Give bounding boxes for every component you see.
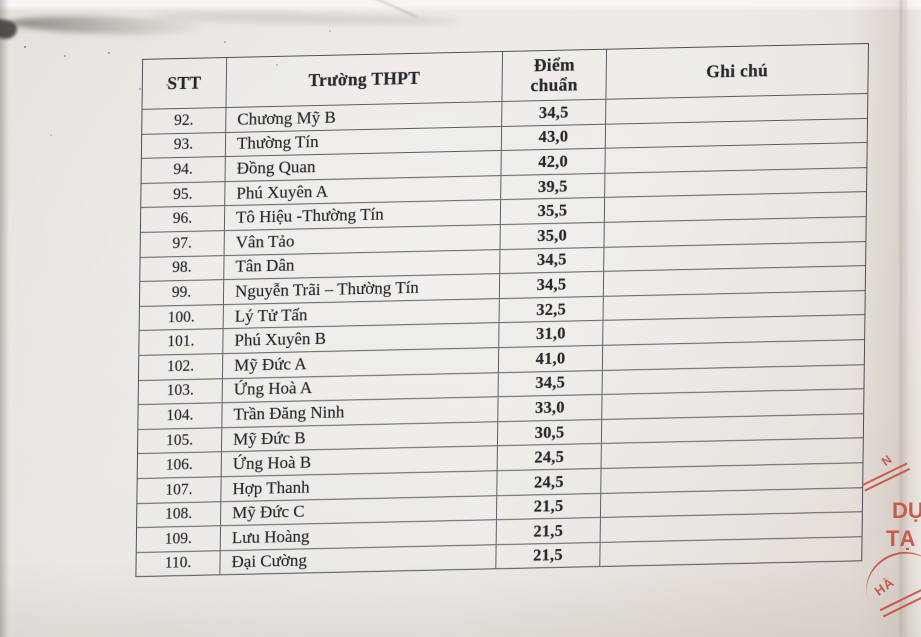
cell-score: 32,5 [499,296,604,323]
cell-score: 21,5 [496,542,601,569]
table-body: 92. Chương Mỹ B 34,5 93. Thường Tín 43,0… [136,93,868,577]
cell-score: 39,5 [501,173,606,200]
paper-right-fold [851,0,921,637]
cell-score: 21,5 [496,493,602,520]
cell-school: Đại Cường [220,544,497,575]
paper-top-edge [0,0,921,11]
cell-note [600,537,861,566]
cell-stt: 101. [139,329,224,355]
cell-score: 24,5 [497,444,602,471]
cell-score: 24,5 [497,468,602,495]
cell-stt: 104. [138,403,223,429]
paper-left-edge [0,0,9,637]
cell-stt: 97. [140,231,225,257]
cell-score: 41,0 [498,345,604,372]
stamp-text-fragment-ta: TẠ [886,526,916,551]
cell-stt: 102. [138,354,224,380]
cell-stt: 108. [137,501,222,528]
cell-score: 34,5 [500,247,605,274]
cell-score: 35,0 [500,222,605,249]
cell-score: 42,0 [501,148,606,175]
paper-right-edge-line [900,0,902,637]
cell-score: 35,5 [500,198,606,225]
cell-score: 34,5 [498,370,603,397]
cell-stt: 105. [138,427,223,454]
score-table: STT Trường THPT Điểm chuẩn Ghi chú 92. C… [135,43,870,578]
cell-stt: 95. [141,181,226,208]
cell-score: 43,0 [501,124,607,151]
column-header-school: Trường THPT [226,51,504,108]
stamp-text-fragment-du: DỤ [892,498,921,523]
cell-stt: 110. [136,550,221,577]
column-header-note: Ghi chú [706,60,769,82]
cell-stt: 109. [136,526,222,552]
cell-score: 33,0 [498,395,603,421]
cell-stt: 98. [140,255,225,282]
dust-specks [24,46,26,48]
cell-stt: 93. [141,132,227,159]
cell-score: 30,5 [497,419,603,446]
cell-stt: 103. [138,378,223,405]
red-stamp-partial: N DỤ TẠ HÀ [854,440,921,637]
column-header-score: Điểm chuẩn [502,49,608,102]
column-header-stt: STT [142,58,228,109]
cell-score: 34,5 [499,271,605,298]
cell-stt: 92. [142,108,227,134]
cell-score: 34,5 [502,99,607,126]
cell-stt: 96. [140,206,226,232]
cell-stt: 99. [139,280,225,306]
cell-stt: 94. [141,157,226,183]
cell-score: 21,5 [496,518,601,544]
cell-score: 31,0 [499,321,604,348]
stamp-text-fragment-top: N [878,451,896,469]
cell-stt: 100. [139,304,224,331]
cell-stt: 107. [137,477,222,503]
cell-stt: 106. [137,452,222,478]
